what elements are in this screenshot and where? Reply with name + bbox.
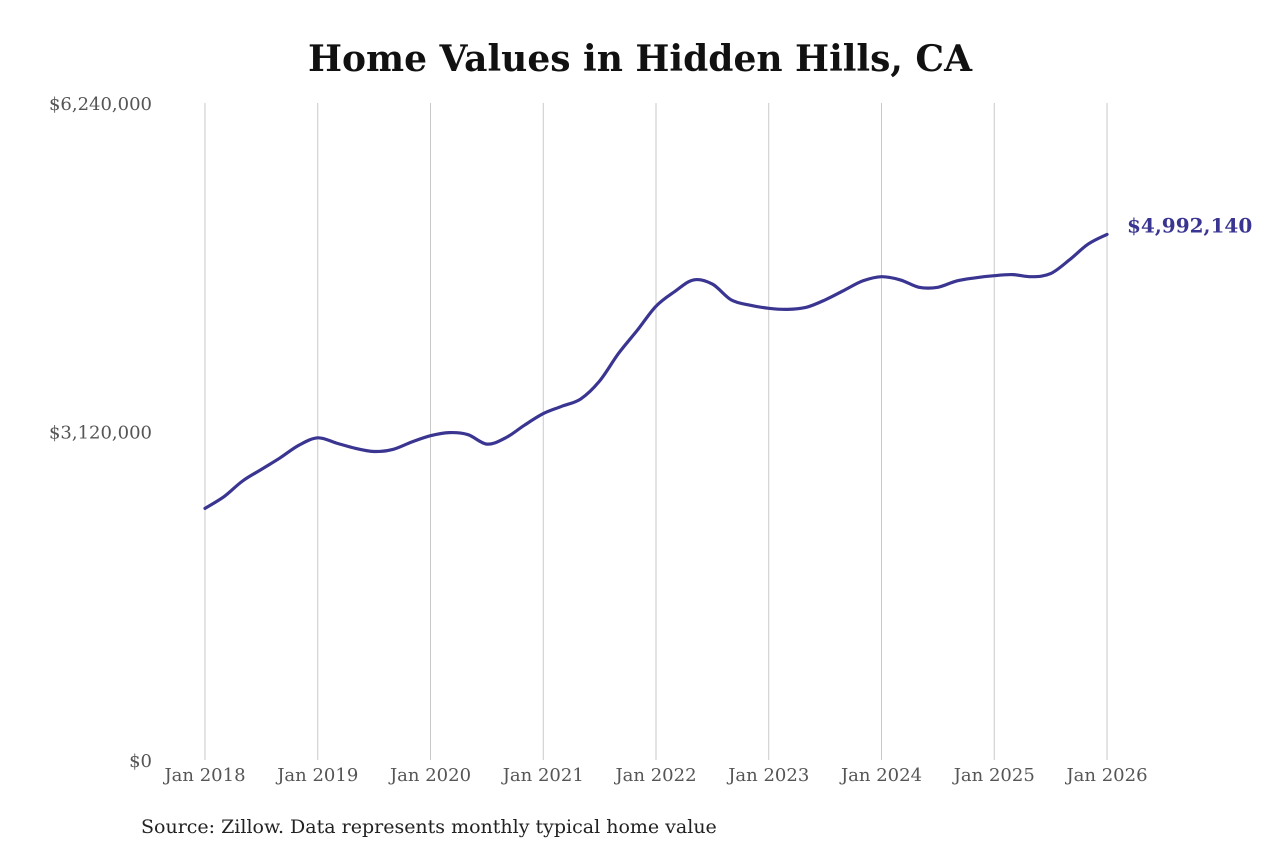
x-tick-label: Jan 2023 — [726, 765, 809, 786]
labels-layer: $4,992,140 — [1127, 213, 1252, 237]
series-line — [203, 232, 1109, 510]
x-tick-label: Jan 2021 — [501, 765, 584, 786]
x-tick-label: Jan 2026 — [1064, 765, 1147, 786]
end-value-label: $4,992,140 — [1127, 213, 1252, 237]
x-tick-label: Jan 2024 — [839, 765, 922, 786]
x-tick-label: Jan 2020 — [388, 765, 471, 786]
x-tick-label: Jan 2025 — [952, 765, 1035, 786]
y-axis-ticks: $0 $3,120,000 $6,240,000 — [49, 94, 152, 772]
gridlines — [204, 103, 1108, 760]
x-tick-label: Jan 2019 — [275, 765, 358, 786]
x-tick-label: Jan 2022 — [613, 765, 696, 786]
y-tick-label: $3,120,000 — [49, 423, 152, 444]
chart-title: Home Values in Hidden Hills, CA — [307, 38, 973, 80]
x-tick-label: Jan 2018 — [162, 765, 245, 786]
series-layer — [203, 232, 1109, 510]
source-note: Source: Zillow. Data represents monthly … — [141, 816, 717, 838]
y-tick-label: $0 — [129, 751, 152, 772]
y-tick-label: $6,240,000 — [49, 94, 152, 115]
x-axis-ticks: Jan 2018 Jan 2019 Jan 2020 Jan 2021 Jan 2022… — [162, 765, 1147, 786]
